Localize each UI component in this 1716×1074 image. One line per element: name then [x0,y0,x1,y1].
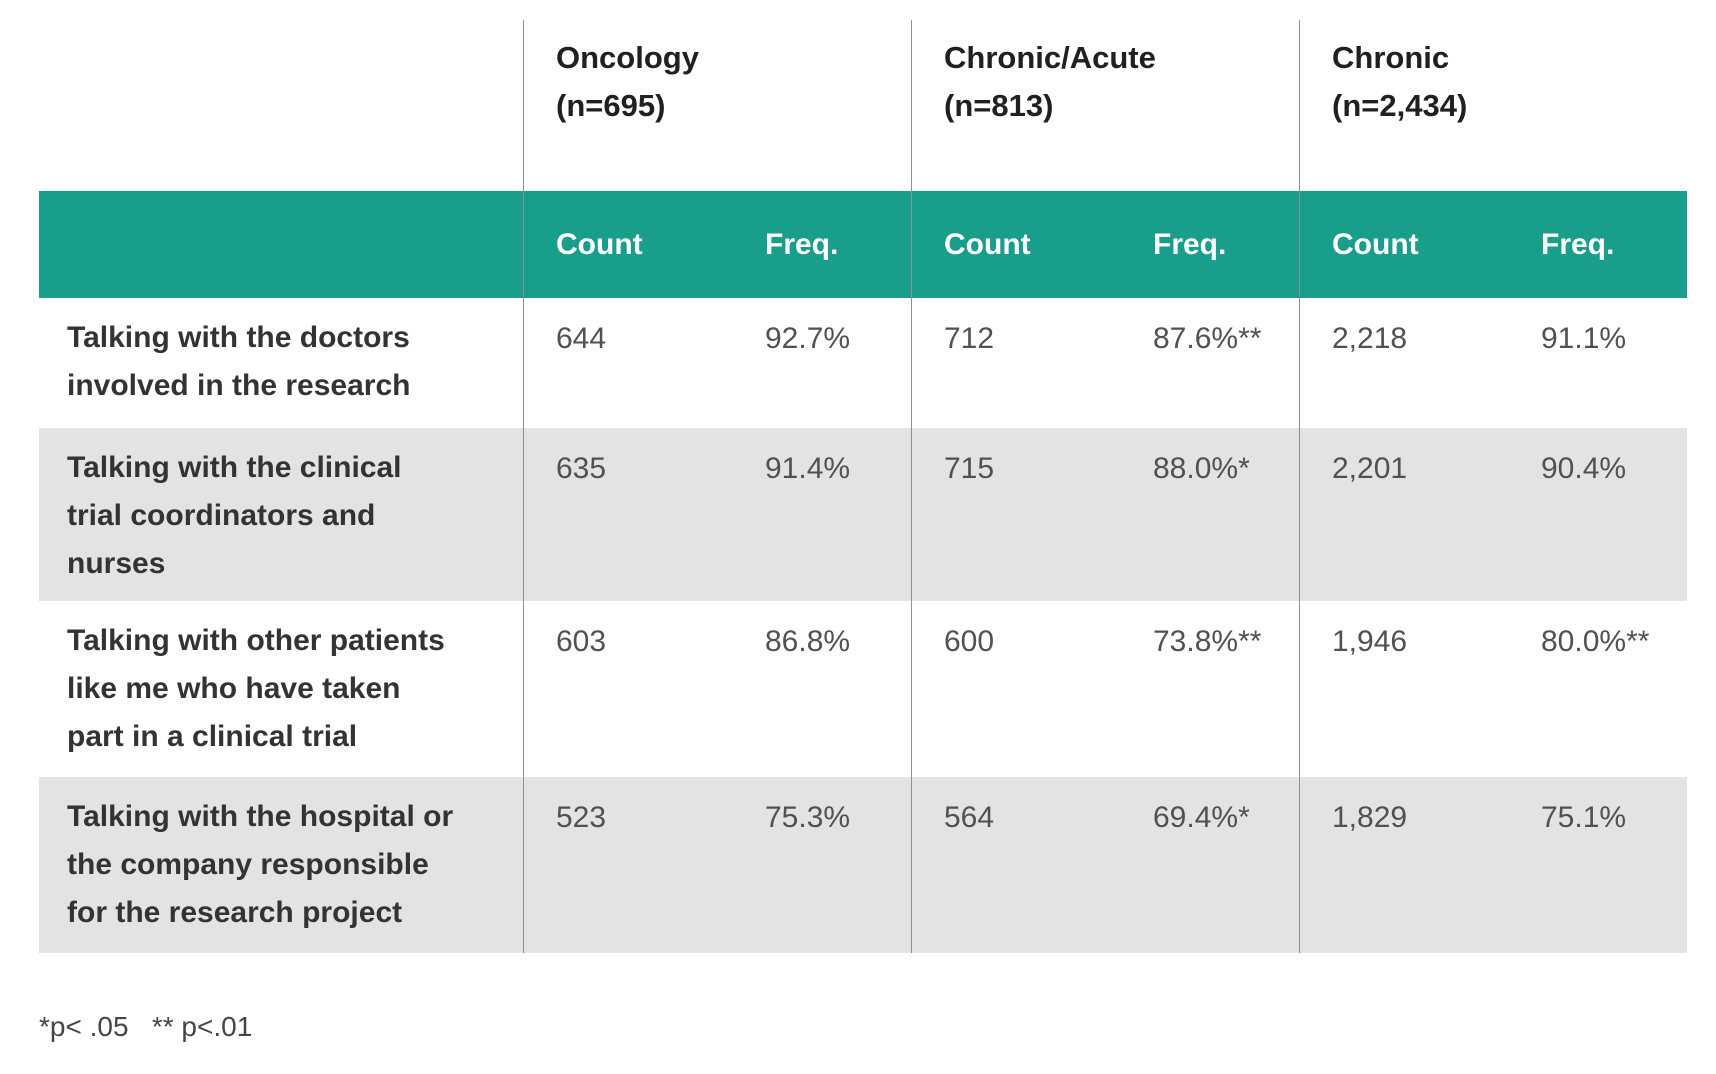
cell-chronic-acute-count: 564 [911,777,1105,953]
row-label: Talking with the doctors involved in the… [67,321,411,402]
column-group-n: (n=813) [944,88,1054,123]
row-label: Talking with the hospital or the company… [39,777,523,953]
cell-oncology-freq: 75.3% [717,777,911,953]
subheader-chronic-acute-freq: Freq. [1105,191,1299,298]
cell-oncology-count: 644 [523,298,717,428]
cell-oncology-count: 603 [523,601,717,777]
cell-chronic-acute-count: 715 [911,428,1105,601]
subheader-chronic-count: Count [1299,191,1493,298]
cell-chronic-count: 1,829 [1299,777,1493,953]
subheader-chronic-freq: Freq. [1493,191,1687,298]
cell-chronic-freq: 75.1% [1493,777,1687,953]
cell-chronic-freq: 91.1% [1541,322,1627,355]
column-group-title: Oncology [556,40,699,75]
cell-oncology-freq: 91.4% [717,428,911,601]
row-label: Talking with the clinical trial coordina… [39,428,523,601]
cell-oncology-count: 523 [523,777,717,953]
cell-chronic-freq: 90.4% [1493,428,1687,601]
cell-oncology-freq: 86.8% [765,625,851,658]
cell-chronic-count: 2,218 [1299,298,1493,428]
column-group-title: Chronic [1332,40,1450,75]
clinical-trial-information-sources-table: Oncology (n=695) Chronic/Acute (n=813) C… [39,20,1687,1042]
column-group-header-chronic-acute: Chronic/Acute (n=813) [911,20,1299,191]
cell-oncology-count: 635 [523,428,717,601]
cell-chronic-acute-freq: 69.4%* [1105,777,1299,953]
cell-chronic-acute-count: 600 [911,601,1105,777]
cell-chronic-acute-count: 712 [911,298,1105,428]
cell-chronic-freq: 80.0%** [1541,625,1650,658]
cell-chronic-acute-freq: 73.8%** [1153,625,1262,658]
column-group-header-chronic: Chronic (n=2,434) [1299,20,1687,191]
column-group-n: (n=695) [556,88,666,123]
cell-chronic-count: 2,201 [1299,428,1493,601]
header-spacer [39,20,523,191]
subheader-oncology-freq: Freq. [717,191,911,298]
column-group-title: Chronic/Acute [944,40,1156,75]
cell-chronic-acute-freq: 87.6%** [1153,322,1262,355]
subheader-spacer [39,191,523,298]
column-group-n: (n=2,434) [1332,88,1468,123]
row-label: Talking with other patients like me who … [67,624,445,753]
column-group-header-oncology: Oncology (n=695) [523,20,911,191]
data-table: Oncology (n=695) Chronic/Acute (n=813) C… [39,20,1687,953]
cell-oncology-freq: 92.7% [765,322,851,355]
cell-chronic-count: 1,946 [1299,601,1493,777]
significance-footnote: *p< .05 ** p<.01 [39,1011,253,1042]
cell-chronic-acute-freq: 88.0%* [1105,428,1299,601]
subheader-oncology-count: Count [523,191,717,298]
subheader-chronic-acute-count: Count [911,191,1105,298]
